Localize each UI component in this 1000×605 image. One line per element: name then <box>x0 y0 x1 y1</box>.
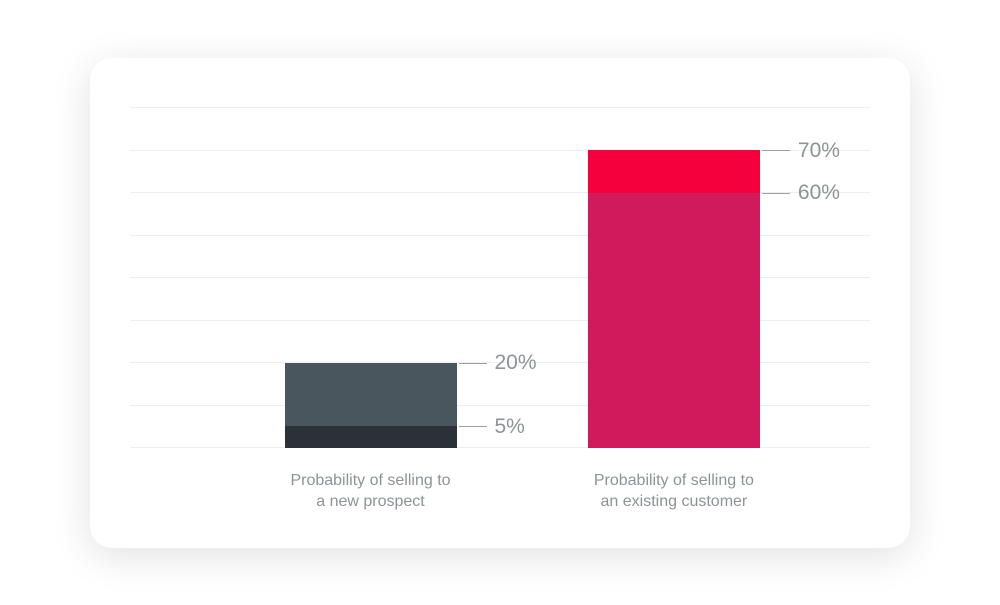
value-tick <box>762 193 790 194</box>
x-label-line: Probability of selling to <box>241 470 501 492</box>
chart-plot-area: 20% 5% 70% 60% <box>130 108 870 448</box>
value-tick <box>459 363 487 364</box>
x-label-line: Probability of selling to <box>544 470 804 492</box>
value-label-new_prospect-high: 20% <box>459 351 537 375</box>
bars-layer <box>130 108 870 448</box>
stage: 20%5%70%60% Probability of selling toa n… <box>0 0 1000 605</box>
bar-segment-low <box>588 193 760 448</box>
bar-group-existing_customer <box>588 108 760 448</box>
value-tick <box>459 426 487 427</box>
value-label-existing_customer-high: 70% <box>762 139 840 163</box>
bar-segment-high <box>285 363 457 427</box>
value-label-existing_customer-low: 60% <box>762 181 840 205</box>
bar-group-new_prospect <box>285 108 457 448</box>
value-tick <box>762 150 790 151</box>
x-label-line: an existing customer <box>544 491 804 513</box>
x-label-line: a new prospect <box>241 491 501 513</box>
value-text: 60% <box>798 181 840 205</box>
x-label-new_prospect: Probability of selling toa new prospect <box>241 470 501 513</box>
chart-card: 20%5%70%60% Probability of selling toa n… <box>90 58 910 548</box>
value-text: 70% <box>798 139 840 163</box>
value-text: 5% <box>495 415 525 439</box>
value-text: 20% <box>495 351 537 375</box>
bar-segment-low <box>285 426 457 447</box>
value-label-new_prospect-low: 5% <box>459 415 525 439</box>
bar-segment-high <box>588 150 760 193</box>
x-label-existing_customer: Probability of selling toan existing cus… <box>544 470 804 513</box>
